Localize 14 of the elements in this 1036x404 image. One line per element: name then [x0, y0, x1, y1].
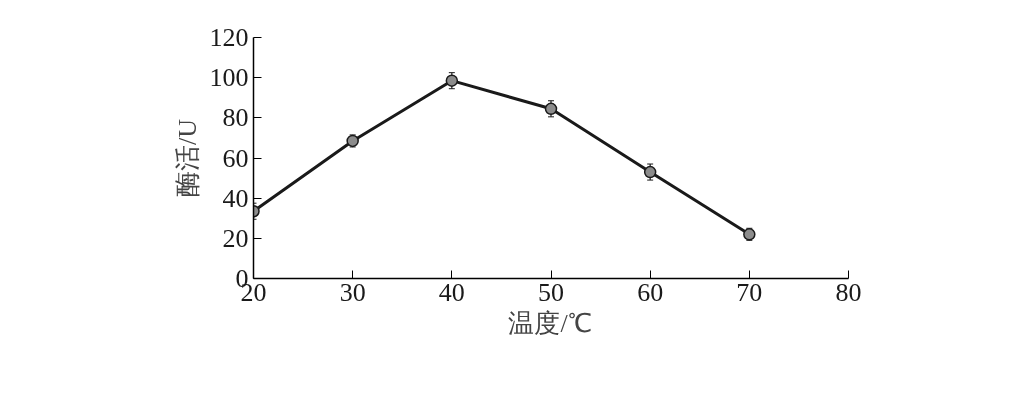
y-tick-label: 40: [222, 183, 249, 213]
y-axis-title: 酶活/U: [172, 118, 202, 197]
y-tick-label: 60: [222, 143, 249, 173]
x-tick-label: 50: [538, 277, 564, 307]
y-tick-label: 120: [209, 23, 249, 52]
y-tick-label: 80: [222, 103, 249, 133]
y-tick-label: 100: [209, 63, 249, 93]
x-tick-label: 40: [438, 277, 465, 307]
x-tick-label: 30: [339, 277, 366, 307]
x-axis-title: 温度/℃: [508, 308, 592, 338]
y-tick-label: 20: [222, 223, 249, 253]
x-tick-label: 80: [835, 277, 862, 307]
x-tick-label: 60: [637, 277, 664, 307]
x-tick-label: 70: [736, 277, 763, 307]
